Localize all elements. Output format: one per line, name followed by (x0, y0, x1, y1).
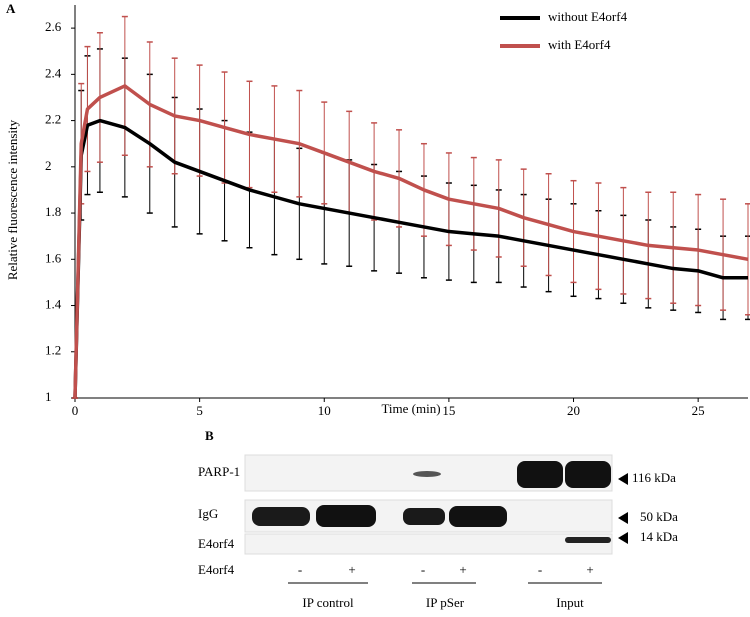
x-tick-label: 20 (567, 403, 580, 418)
y-tick-label: 1.6 (45, 250, 62, 265)
band (449, 506, 507, 527)
band (403, 508, 445, 525)
group-label: Input (556, 595, 584, 610)
x-tick-label: 10 (318, 403, 331, 418)
x-tick-label: 25 (692, 403, 705, 418)
y-tick-label: 2.4 (45, 65, 62, 80)
y-tick-label: 1 (45, 389, 52, 404)
band (252, 507, 310, 526)
marker-label: 116 kDa (632, 470, 676, 485)
band (565, 461, 611, 488)
row-label: IgG (198, 506, 218, 521)
band (565, 537, 611, 543)
group-label: IP pSer (426, 595, 465, 610)
group-label: IP control (302, 595, 354, 610)
band (413, 471, 441, 477)
sign: + (459, 562, 466, 577)
sign: + (586, 562, 593, 577)
row-label: PARP-1 (198, 464, 240, 479)
band (517, 461, 563, 488)
band (316, 505, 376, 527)
series-line (73, 118, 748, 399)
treatment-label: E4orf4 (198, 562, 235, 577)
sign: + (348, 562, 355, 577)
x-tick-label: 15 (442, 403, 455, 418)
series-line (73, 84, 749, 399)
sign: - (298, 562, 302, 577)
y-axis-label: Relative fluorescence intensity (5, 119, 20, 280)
y-tick-label: 1.8 (45, 204, 61, 219)
blot-strip (244, 533, 613, 555)
panel-label: B (205, 428, 214, 443)
y-tick-label: 1.4 (45, 297, 62, 312)
y-tick-label: 2.2 (45, 112, 61, 127)
marker-arrow (618, 532, 628, 544)
marker-label: 14 kDa (640, 529, 678, 544)
x-tick-label: 0 (72, 403, 79, 418)
legend-label: with E4orf4 (548, 37, 611, 52)
marker-arrow (618, 473, 628, 485)
panel-label: A (6, 1, 16, 16)
marker-arrow (618, 512, 628, 524)
y-tick-label: 1.2 (45, 343, 61, 358)
x-axis-label: Time (min) (381, 401, 440, 416)
marker-label: 50 kDa (640, 509, 678, 524)
y-tick-label: 2.6 (45, 19, 62, 34)
x-tick-label: 5 (196, 403, 203, 418)
sign: - (421, 562, 425, 577)
row-label: E4orf4 (198, 536, 235, 551)
sign: - (538, 562, 542, 577)
legend-label: without E4orf4 (548, 9, 628, 24)
y-tick-label: 2 (45, 158, 52, 173)
